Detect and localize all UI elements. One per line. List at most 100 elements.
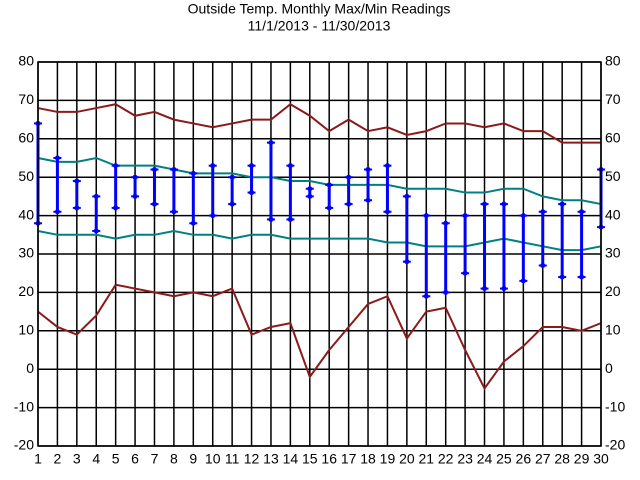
series-line (37, 283, 602, 391)
range-end (307, 193, 313, 199)
range-end (307, 186, 313, 192)
range-end (540, 263, 546, 269)
y-tick-label: 70 (18, 91, 34, 107)
y-tick-label-right: 10 (605, 322, 621, 338)
range-end (113, 163, 119, 169)
range-end (559, 274, 565, 280)
y-tick-label: 0 (26, 360, 34, 376)
range-end (520, 213, 526, 219)
range-end (287, 163, 293, 169)
range-end (423, 213, 429, 219)
y-tick-label: -10 (14, 398, 34, 414)
y-tick-label-right: 30 (605, 245, 621, 261)
range-end (579, 274, 585, 280)
x-tick-label: 23 (457, 451, 473, 467)
range-end (54, 155, 60, 161)
range-end (132, 193, 138, 199)
range-end (268, 216, 274, 222)
x-tick-label: 18 (360, 451, 376, 467)
x-tick-label: 8 (170, 451, 178, 467)
range-end (346, 174, 352, 180)
y-tick-label: -20 (14, 437, 34, 453)
x-tick-label: 15 (302, 451, 318, 467)
range-end (210, 163, 216, 169)
range-end (287, 216, 293, 222)
x-tick-label: 4 (92, 451, 100, 467)
range-end (190, 170, 196, 176)
y-tick-label-right: 20 (605, 283, 621, 299)
range-end (268, 140, 274, 146)
chart-subtitle: 11/1/2013 - 11/30/2013 (248, 18, 391, 34)
series-line (37, 103, 601, 144)
range-end (404, 193, 410, 199)
x-tick-label: 2 (54, 451, 62, 467)
series-line (37, 156, 602, 206)
range-end (151, 201, 157, 207)
x-tick-label: 28 (554, 451, 570, 467)
y-tick-label: 30 (18, 245, 34, 261)
range-end (462, 213, 468, 219)
x-tick-label: 13 (263, 451, 279, 467)
range-end (93, 228, 99, 234)
range-end (384, 209, 390, 215)
range-end (346, 201, 352, 207)
range-end (171, 167, 177, 173)
range-end (93, 193, 99, 199)
x-tick-label: 21 (418, 451, 434, 467)
range-end (579, 209, 585, 215)
range-end (482, 286, 488, 292)
x-tick-label: 11 (225, 451, 240, 467)
range-end (365, 167, 371, 173)
plot-border (37, 61, 602, 447)
x-tick-label: 20 (399, 451, 415, 467)
y-tick-label-right: 0 (605, 360, 613, 376)
y-tick-label-right: -10 (605, 398, 625, 414)
y-tick-label-right: 70 (605, 91, 621, 107)
range-end (113, 205, 119, 211)
range-end (559, 201, 565, 207)
x-tick-label: 30 (593, 451, 609, 467)
x-tick-label: 17 (341, 451, 357, 467)
x-tick-label: 22 (438, 451, 454, 467)
y-tick-label: 40 (18, 206, 34, 222)
y-tick-label: 10 (18, 322, 34, 338)
y-tick-label-right: -20 (605, 437, 625, 453)
x-tick-label: 1 (34, 451, 42, 467)
x-tick-label: 6 (131, 451, 139, 467)
range-end (74, 178, 80, 184)
x-tick-label: 9 (189, 451, 197, 467)
range-end (501, 286, 507, 292)
range-end (520, 278, 526, 284)
x-tick-label: 25 (496, 451, 512, 467)
y-tick-label: 60 (18, 130, 34, 146)
x-tick-label: 24 (477, 451, 493, 467)
series-line (37, 229, 602, 252)
range-end (210, 213, 216, 219)
x-tick-label: 27 (535, 451, 551, 467)
y-tick-label-right: 50 (605, 168, 621, 184)
y-tick-label-right: 60 (605, 130, 621, 146)
x-tick-label: 12 (244, 451, 260, 467)
range-end (404, 259, 410, 265)
range-end (151, 167, 157, 173)
range-end (443, 220, 449, 226)
range-end (384, 163, 390, 169)
range-end (171, 209, 177, 215)
range-end (249, 163, 255, 169)
range-end (482, 201, 488, 207)
y-tick-label: 80 (18, 53, 34, 69)
range-end (365, 197, 371, 203)
range-end (423, 293, 429, 299)
y-tick-label: 50 (18, 168, 34, 184)
range-end (249, 190, 255, 196)
x-tick-label: 3 (73, 451, 81, 467)
y-tick-label: 20 (18, 283, 34, 299)
x-tick-label: 10 (205, 451, 221, 467)
range-end (501, 201, 507, 207)
range-end (540, 209, 546, 215)
y-tick-label-right: 40 (605, 206, 621, 222)
range-end (54, 209, 60, 215)
range-end (229, 174, 235, 180)
